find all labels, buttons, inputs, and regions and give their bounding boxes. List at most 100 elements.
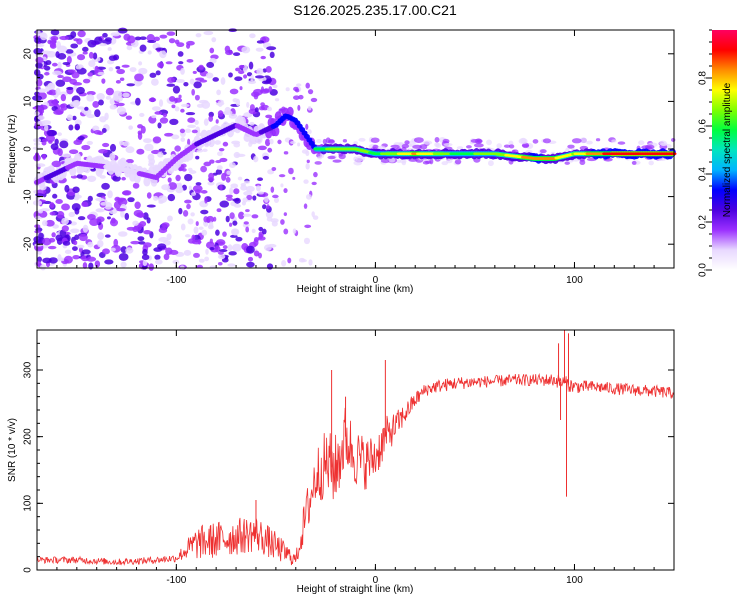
noise-blob bbox=[50, 143, 59, 151]
noise-blob bbox=[143, 242, 152, 248]
noise-blob bbox=[70, 228, 80, 234]
noise-blob bbox=[106, 216, 111, 220]
noise-blob bbox=[209, 246, 215, 251]
noise-blob bbox=[187, 124, 197, 129]
noise-blob bbox=[277, 139, 282, 145]
noise-blob bbox=[233, 188, 240, 195]
noise-blob bbox=[151, 106, 161, 111]
noise-blob bbox=[127, 197, 135, 203]
noise-blob bbox=[308, 259, 313, 266]
noise-blob bbox=[60, 94, 67, 102]
noise-blob bbox=[172, 85, 181, 94]
noise-blob bbox=[296, 83, 302, 87]
noise-blob bbox=[200, 190, 208, 194]
snr-y-ticks: 0 100 200 300 bbox=[23, 329, 674, 573]
noise-blob bbox=[227, 263, 236, 267]
noise-blob bbox=[518, 138, 528, 145]
noise-blob bbox=[195, 182, 202, 186]
noise-blob bbox=[37, 209, 43, 214]
noise-blob bbox=[283, 188, 288, 194]
noise-blob bbox=[254, 107, 259, 113]
noise-blob bbox=[92, 100, 100, 108]
noise-blob bbox=[66, 86, 74, 90]
noise-blob bbox=[35, 163, 46, 168]
noise-blob bbox=[55, 198, 63, 205]
noise-blob bbox=[265, 114, 273, 119]
noise-blob bbox=[257, 145, 267, 151]
noise-blob bbox=[203, 161, 212, 167]
noise-blob bbox=[127, 35, 136, 44]
noise-blob bbox=[147, 50, 152, 55]
noise-blob bbox=[205, 72, 214, 79]
noise-blob bbox=[181, 103, 190, 108]
noise-blob bbox=[238, 70, 245, 75]
noise-blob bbox=[249, 104, 255, 111]
noise-blob bbox=[66, 55, 72, 64]
noise-blob bbox=[200, 165, 207, 173]
noise-blob bbox=[260, 102, 265, 107]
noise-blob bbox=[44, 124, 49, 132]
noise-blob bbox=[105, 95, 112, 100]
noise-blob bbox=[237, 176, 243, 181]
noise-blob bbox=[169, 249, 179, 255]
noise-blob bbox=[97, 239, 104, 248]
colorbar-tick-label: 0.6 bbox=[698, 119, 709, 133]
noise-blob bbox=[262, 204, 267, 210]
noise-blob bbox=[107, 190, 113, 199]
noise-blob bbox=[105, 37, 112, 42]
y-tick-label: -20 bbox=[23, 237, 34, 252]
noise-blob bbox=[303, 237, 311, 245]
noise-blob bbox=[167, 177, 172, 183]
noise-blob bbox=[52, 98, 59, 107]
noise-blob bbox=[413, 137, 424, 143]
noise-blob bbox=[72, 186, 80, 193]
noise-blob bbox=[249, 33, 256, 39]
noise-blob bbox=[355, 156, 366, 162]
noise-blob bbox=[253, 250, 260, 257]
snr-spikes bbox=[255, 330, 569, 534]
noise-blob bbox=[508, 140, 514, 146]
noise-blob bbox=[305, 123, 309, 130]
noise-blob bbox=[42, 257, 52, 264]
noise-blob bbox=[49, 40, 56, 48]
noise-blob bbox=[96, 66, 107, 70]
noise-blob bbox=[158, 99, 164, 107]
noise-blob bbox=[168, 182, 178, 190]
noise-blob bbox=[154, 259, 163, 265]
x-tick-label: 0 bbox=[373, 275, 379, 286]
noise-blob bbox=[631, 160, 637, 165]
noise-blob bbox=[81, 201, 89, 207]
noise-blob bbox=[314, 161, 322, 165]
snr-series-line bbox=[37, 372, 674, 566]
noise-blob bbox=[64, 249, 72, 255]
noise-blob bbox=[126, 45, 133, 51]
noise-blob bbox=[274, 98, 280, 102]
noise-blob bbox=[73, 240, 78, 246]
noise-blob bbox=[178, 61, 184, 65]
noise-blob bbox=[126, 226, 136, 231]
noise-blob bbox=[57, 132, 62, 137]
snr-x-ticks: -100 0 100 bbox=[36, 330, 675, 586]
noise-blob bbox=[253, 156, 259, 163]
noise-blob bbox=[192, 70, 197, 74]
noise-blob bbox=[358, 137, 366, 142]
noise-blob bbox=[229, 212, 235, 220]
noise-blob bbox=[445, 159, 453, 164]
noise-blob bbox=[332, 159, 342, 163]
noise-blob bbox=[189, 78, 195, 85]
noise-blob bbox=[82, 51, 88, 55]
noise-blob bbox=[213, 216, 217, 222]
noise-blob bbox=[158, 148, 166, 152]
noise-blob bbox=[53, 110, 64, 115]
noise-blob bbox=[660, 142, 668, 147]
noise-blob bbox=[128, 125, 134, 130]
noise-blob bbox=[96, 208, 103, 213]
noise-blob bbox=[486, 139, 492, 146]
noise-blob bbox=[278, 174, 286, 178]
noise-blob bbox=[303, 179, 309, 184]
noise-blob bbox=[194, 94, 200, 101]
noise-blob bbox=[297, 104, 301, 111]
noise-blob bbox=[218, 254, 226, 260]
noise-blob bbox=[212, 77, 219, 82]
noise-blob bbox=[163, 253, 170, 261]
